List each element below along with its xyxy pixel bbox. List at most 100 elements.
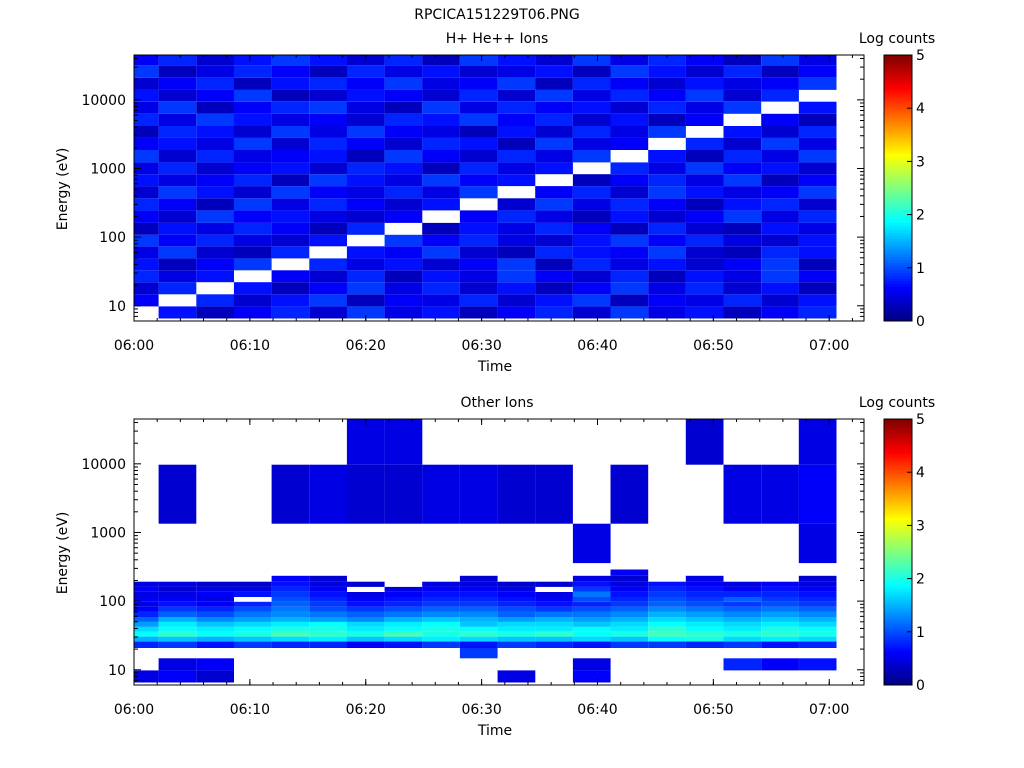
heatmap-cell (346, 601, 385, 607)
heatmap-cell (648, 592, 686, 597)
heatmap-cell (572, 186, 611, 199)
heatmap-cell (422, 258, 460, 271)
heatmap-cell (346, 101, 385, 114)
heatmap-cell (798, 306, 837, 319)
colorbar-segment (884, 458, 912, 463)
heatmap-cell (309, 581, 347, 587)
heatmap-cell (158, 611, 197, 617)
colorbar-segment (884, 419, 912, 423)
colorbar-segment (884, 472, 912, 476)
heatmap-cell (346, 246, 385, 259)
heatmap-cell (535, 77, 573, 90)
heatmap-cell (346, 581, 385, 587)
x-tick-label: 06:10 (230, 702, 270, 718)
heatmap-cell (610, 222, 649, 235)
colorbar-segment (884, 57, 912, 61)
heatmap-cell (798, 234, 837, 247)
heatmap-cell (459, 246, 498, 259)
heatmap-cell (271, 626, 310, 632)
heatmap-cell (422, 198, 460, 211)
heatmap-cell (346, 174, 385, 187)
heatmap-cell (233, 89, 272, 102)
heatmap-cell (271, 641, 310, 648)
heatmap-cell (497, 174, 536, 187)
colorbar-segment (884, 567, 912, 572)
heatmap-cell (798, 222, 837, 235)
heatmap-cell (309, 77, 347, 90)
heatmap-cell (346, 210, 385, 223)
colorbar-segment (884, 440, 912, 444)
heatmap-cell (422, 626, 460, 632)
heatmap-cell (572, 306, 611, 319)
heatmap-cell (723, 586, 762, 592)
heatmap-cell (233, 282, 272, 295)
heatmap-cell (422, 611, 460, 617)
heatmap-cell (233, 234, 272, 247)
colorbar-segment (884, 132, 912, 136)
heatmap-cell (723, 174, 762, 187)
heatmap-cell (271, 586, 310, 592)
colorbar-segment (884, 86, 912, 91)
heatmap-cell (459, 464, 498, 524)
colorbar-segment (884, 482, 912, 486)
heatmap-cell (610, 611, 649, 617)
heatmap-cell (271, 596, 310, 602)
heatmap-cell (723, 294, 762, 307)
heatmap-cell (459, 586, 498, 592)
heatmap-cell (685, 596, 724, 602)
heatmap-cell (422, 636, 460, 642)
colorbar-segment (884, 201, 912, 205)
heatmap-cell (134, 55, 159, 66)
x-tick-label: 07:00 (809, 702, 849, 718)
heatmap-cell (535, 581, 573, 587)
heatmap-cell (346, 282, 385, 295)
heatmap-cell (610, 101, 649, 114)
heatmap-cell (384, 611, 423, 617)
colorbar-segment (884, 265, 912, 269)
colorbar-segment (884, 461, 912, 465)
heatmap-cell (648, 258, 686, 271)
heatmap-cell (346, 113, 385, 126)
colorbar-segment (884, 203, 912, 208)
heatmap-cell (233, 306, 272, 319)
heatmap-cell (233, 186, 272, 199)
heatmap-cell (134, 258, 159, 271)
heatmap-cell (798, 611, 837, 617)
colorbar-segment (884, 70, 912, 75)
heatmap-cell (572, 89, 611, 102)
heatmap-cell (497, 55, 536, 66)
heatmap-cell (685, 575, 724, 582)
colorbar-segment (884, 60, 912, 64)
heatmap-cell (648, 294, 686, 307)
colorbar-segment (884, 233, 912, 237)
heatmap-cell (233, 222, 272, 235)
heatmap-cell (309, 617, 347, 622)
heatmap-cell (610, 258, 649, 271)
heatmap-cell (761, 113, 799, 126)
colorbar-segment (884, 209, 912, 213)
heatmap-cell (761, 294, 799, 307)
heatmap-cell (384, 246, 423, 259)
heatmap-cell (158, 126, 197, 138)
heatmap-cell (761, 464, 799, 524)
colorbar-segment (884, 647, 912, 651)
heatmap-cell (535, 162, 573, 175)
heatmap-cell (158, 174, 197, 187)
colorbar-segment (884, 211, 912, 216)
heatmap-cell (497, 126, 536, 138)
x-tick-label: 06:30 (461, 338, 501, 354)
colorbar-segment (884, 456, 912, 460)
colorbar-segment (884, 249, 912, 253)
heatmap-cell (196, 617, 234, 622)
heatmap-cell (422, 77, 460, 90)
colorbar-segment (884, 496, 912, 500)
colorbar-segment (884, 544, 912, 548)
heatmap-cell (535, 89, 573, 102)
heatmap-cell (610, 137, 649, 150)
x-tick-label: 06:00 (114, 702, 154, 718)
colorbar-segment (884, 238, 912, 242)
heatmap-cell (134, 222, 159, 235)
heatmap-cell (346, 419, 385, 465)
heatmap-cell (384, 101, 423, 114)
colorbar: 0 1 2 3 4 5 (883, 48, 925, 330)
